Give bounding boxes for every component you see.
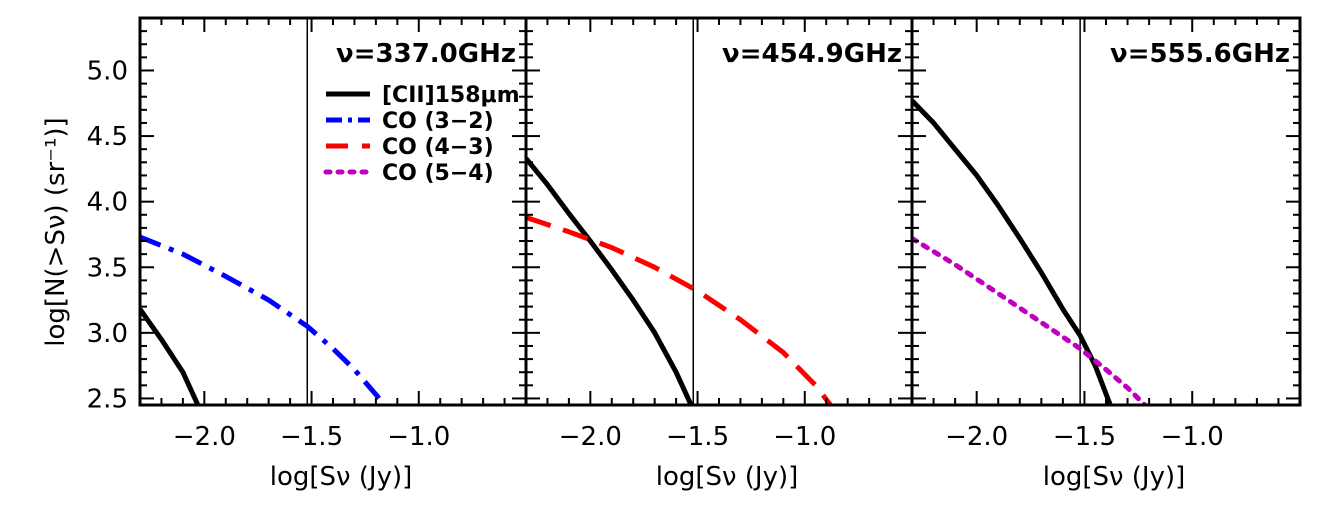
series-group [526,156,833,405]
x-tick-label: −1.0 [1161,422,1224,452]
series-co54 [912,235,1148,405]
x-tick-label: −1.0 [387,422,450,452]
panel-title: ν=454.9GHz [722,39,902,69]
plot-frame [524,16,914,407]
panel-2: −2.0 −1.5 −1.0 log[Sν (Jy)] ν=454.9GHz [524,16,914,492]
y-tick-label: 4.5 [87,122,128,152]
ticks [526,18,912,405]
axis-titles: log[N(>Sν) (sr⁻¹)] [41,117,71,346]
legend-label-cii: [CII]158μm [382,83,520,108]
y-tick-label: 3.5 [87,253,128,283]
y-tick-label: 4.0 [87,188,128,218]
series-group [912,98,1148,405]
x-axis-title: log[Sν (Jy)] [270,462,413,492]
x-tick-label: −2.0 [559,422,622,452]
panel-title: ν=555.6GHz [1110,39,1290,69]
x-tick-label: −1.5 [280,422,343,452]
legend-label-co43: CO (4−3) [382,135,494,160]
y-tick-label: 5.0 [87,56,128,86]
ticks [912,18,1300,405]
x-tick-label: −2.0 [945,422,1008,452]
series-group [140,234,387,405]
y-tick-label: 3.0 [87,319,128,349]
x-axis-title: log[Sν (Jy)] [1043,462,1186,492]
y-tick-label: 2.5 [87,384,128,414]
x-axis-title: log[Sν (Jy)] [656,462,799,492]
legend-label-co54: CO (5−4) [382,161,494,186]
series-co43 [526,215,833,405]
x-tick-label: −2.0 [173,422,236,452]
ticks [140,18,526,405]
series-cii [526,156,694,405]
plot-frame [138,16,528,407]
plot-frame [910,16,1302,407]
x-tick-label: −1.5 [1053,422,1116,452]
series-cii [912,98,1113,405]
series-cii [140,307,201,405]
series-co32 [140,234,387,405]
panel-title: ν=337.0GHz [336,39,516,69]
x-tick-label: −1.0 [773,422,836,452]
panel-3: −2.0 −1.5 −1.0 log[Sν (Jy)] ν=555.6GHz [910,16,1302,492]
legend-label-co32: CO (3−2) [382,109,494,134]
y-axis-title: log[N(>Sν) (sr⁻¹)] [41,117,71,346]
x-tick-label: −1.5 [666,422,729,452]
panels: −2.0 −1.5 −1.0 2.5 3.0 3.5 4.0 4.5 5.0 log[Sν (Jy… [87,16,1302,492]
